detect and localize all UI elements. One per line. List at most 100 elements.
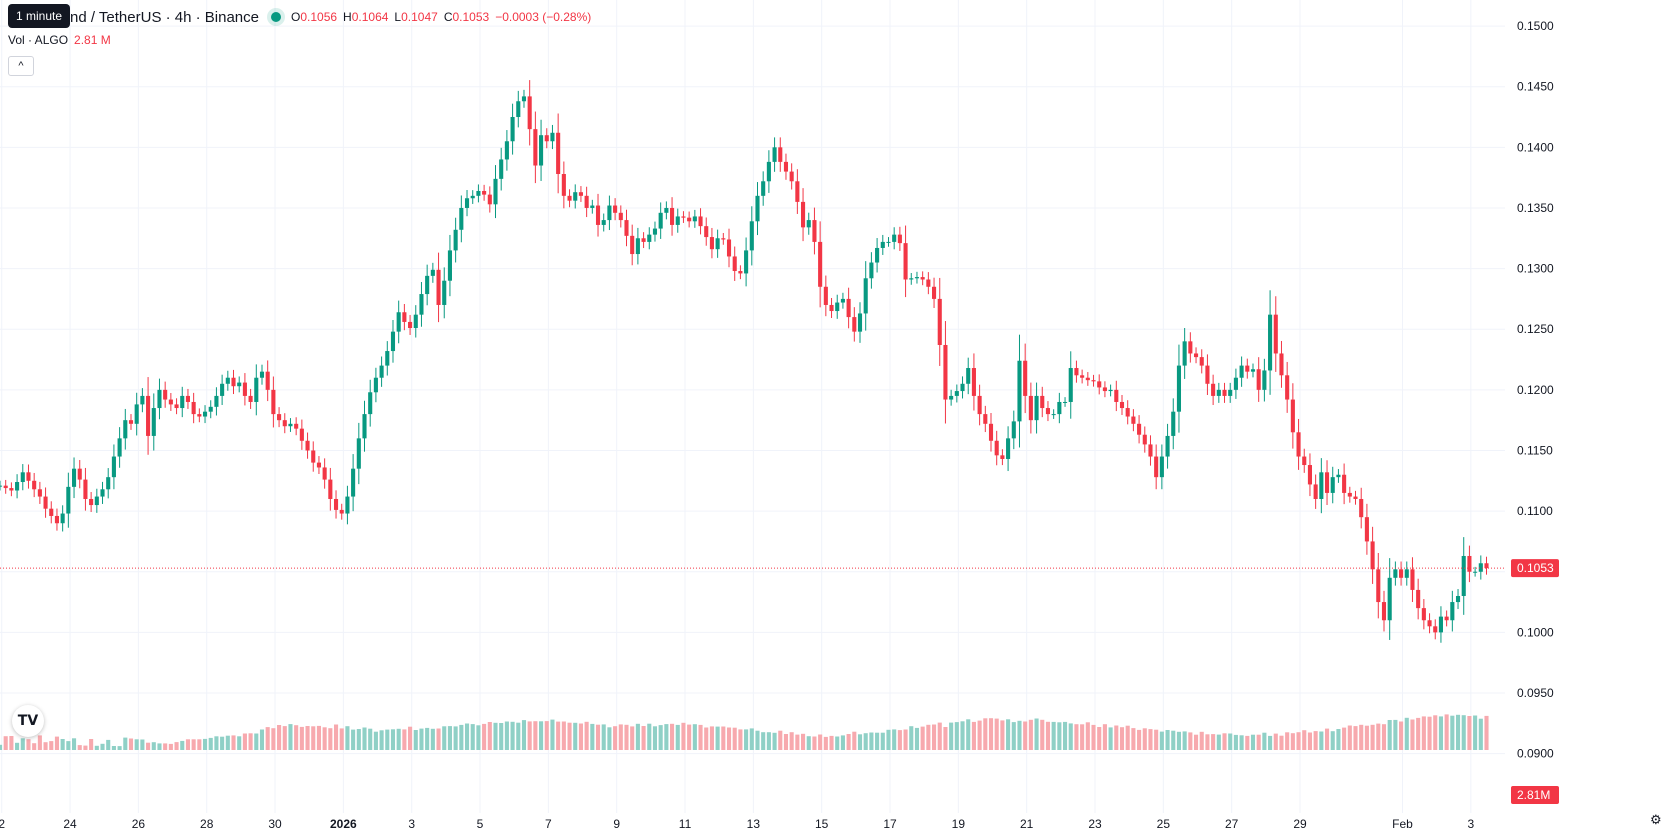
volume-bar — [316, 725, 321, 750]
x-tick-label: 19 — [952, 817, 966, 831]
current-volume-label: 2.81M — [1517, 788, 1550, 802]
volume-bar — [658, 725, 663, 750]
candle-body — [1165, 435, 1170, 457]
volume-bar — [1091, 724, 1096, 750]
volume-bar — [949, 722, 954, 750]
gear-icon[interactable]: ⚙ — [1650, 812, 1662, 827]
candle-body — [459, 207, 464, 230]
volume-bar — [1404, 717, 1409, 750]
candle-body — [316, 462, 321, 468]
volume-bar — [1336, 729, 1341, 750]
candle-body — [949, 395, 954, 400]
candle-body — [539, 135, 544, 166]
candle-body — [408, 321, 413, 329]
candle-body — [761, 181, 766, 196]
volume-bar — [806, 736, 811, 750]
candle-body — [1376, 569, 1381, 603]
volume-bar — [470, 724, 475, 750]
volume-bar — [419, 728, 424, 750]
candle-body — [801, 201, 806, 228]
candle-body — [897, 234, 902, 244]
candle-body — [595, 205, 601, 225]
volume-bar — [0, 744, 3, 750]
candle-body — [174, 404, 179, 409]
candle-body — [954, 391, 959, 396]
volume-bar — [208, 737, 213, 750]
volume-bar — [1330, 731, 1335, 750]
candle-body — [1438, 616, 1443, 633]
volume-bar — [778, 730, 783, 750]
volume-bar — [1484, 715, 1489, 750]
collapse-legend-button[interactable]: ^ — [8, 56, 34, 76]
candle-body — [1370, 541, 1375, 570]
volume-bar — [493, 722, 498, 750]
candle-body — [1399, 569, 1404, 578]
candle-body — [66, 486, 71, 514]
candle-body — [117, 438, 122, 457]
candle-body — [1330, 477, 1335, 493]
candle-body — [1421, 608, 1426, 621]
symbol-title[interactable]: nd / TetherUS · 4h · Binance — [70, 8, 259, 26]
candle-body — [698, 216, 703, 227]
candle-body — [242, 382, 247, 396]
volume-bar — [1114, 725, 1119, 750]
candle-body — [1091, 380, 1096, 382]
volume-bar — [1159, 731, 1164, 750]
candle-body — [772, 147, 777, 162]
volume-bar — [1455, 714, 1461, 750]
volume-bar — [652, 726, 658, 750]
candle-body — [829, 304, 834, 312]
volume-bar — [920, 726, 925, 750]
volume-bar — [852, 731, 857, 750]
volume-bar — [578, 723, 583, 750]
y-tick-label: 0.1350 — [1517, 201, 1554, 215]
candle-body — [601, 220, 606, 225]
volume-bar — [1074, 724, 1079, 750]
candle-body — [1188, 341, 1193, 354]
volume-bar — [1473, 715, 1478, 750]
volume-bar — [1279, 735, 1284, 750]
candle-body — [1450, 602, 1455, 621]
volume-bar — [601, 724, 606, 750]
candle-body — [1045, 408, 1051, 415]
volume-bar — [698, 724, 703, 750]
volume-bar — [1393, 719, 1398, 750]
volume-bar — [1176, 731, 1182, 750]
candle-body — [185, 395, 190, 402]
volume-bar — [1131, 728, 1136, 750]
volume-bar — [436, 728, 441, 750]
candle-body — [875, 247, 880, 263]
x-tick-label: 25 — [1157, 817, 1171, 831]
volume-bar — [584, 721, 589, 750]
volume-bar — [1142, 728, 1147, 750]
tradingview-logo[interactable]: TV — [12, 705, 44, 737]
volume-bar — [1296, 732, 1301, 750]
candle-body — [1142, 434, 1147, 445]
candle-body — [123, 420, 128, 439]
candle-body — [909, 278, 914, 280]
volume-legend[interactable]: Vol · ALGO 2.81 M — [8, 33, 111, 47]
volume-bar — [345, 726, 350, 750]
volume-bar — [504, 721, 509, 750]
volume-bar — [1302, 730, 1307, 750]
x-tick-label: 17 — [883, 817, 897, 831]
volume-bar — [1450, 715, 1455, 750]
candle-body — [1473, 571, 1478, 573]
candle-body — [1359, 498, 1364, 518]
candle-body — [943, 344, 948, 400]
volume-bar — [322, 727, 327, 750]
volume-bar — [328, 728, 333, 750]
x-tick-label: 2 — [0, 817, 5, 831]
volume-bar — [971, 721, 976, 750]
candle-body — [163, 389, 168, 400]
x-tick-label: 13 — [747, 817, 761, 831]
candle-body — [966, 368, 971, 384]
volume-bar — [744, 729, 749, 750]
volume-bar — [1017, 720, 1022, 750]
candle-body — [1387, 577, 1392, 621]
volume-bar — [299, 726, 304, 750]
volume-bar — [476, 725, 481, 750]
volume-bar — [749, 728, 754, 750]
volume-bar — [1034, 718, 1039, 750]
